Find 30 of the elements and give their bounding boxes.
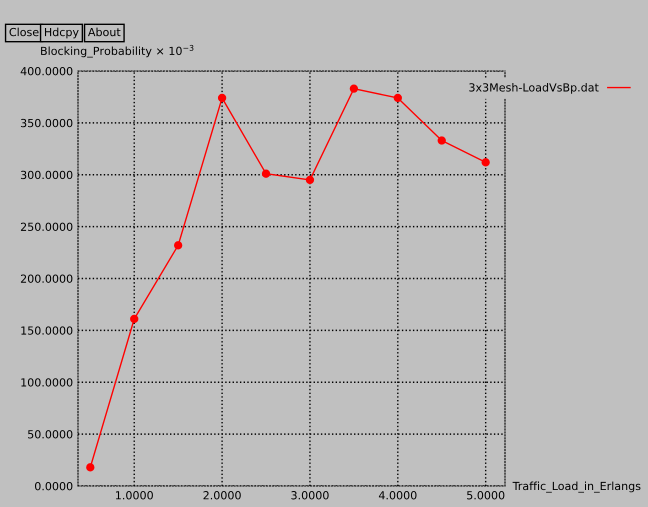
x-tick-label: 4.0000 (378, 491, 417, 500)
point (306, 176, 314, 184)
x-tick-label: 1.0000 (116, 491, 153, 500)
point (86, 463, 94, 472)
legend-label: 3x3Mesh-LoadVsBp.dat (469, 83, 599, 94)
text: About (88, 28, 120, 36)
y-tick-label: 0.0000 (34, 482, 72, 490)
x-axis-title: Traffic_Load_in_Erlangs (512, 482, 640, 493)
point (394, 94, 402, 102)
y-tick-label: 350.0000 (20, 118, 72, 128)
point (174, 241, 182, 250)
point (262, 170, 270, 178)
text: Hdcpy (44, 28, 79, 38)
y-tick-label: 250.0000 (20, 222, 72, 232)
y-tick-label: 400.0000 (20, 66, 72, 76)
y-tick-label: 150.0000 (21, 326, 72, 335)
y-tick-label: 200.0000 (20, 274, 72, 283)
point (438, 136, 446, 145)
text: Close (10, 28, 39, 36)
y-axis-title: Blocking_Probability × 10$^{−3}$ (41, 44, 194, 58)
y-tick-label: 300.0000 (20, 170, 72, 180)
point (130, 314, 138, 324)
y-tick-label: 100.0000 (21, 378, 72, 387)
x-tick-label: 5.0000 (467, 491, 504, 500)
point (482, 158, 490, 166)
x-tick-label: 3.0000 (291, 491, 329, 500)
y-tick-label: 50.0000 (28, 430, 72, 439)
point (350, 84, 358, 93)
x-tick-label: 2.0000 (203, 491, 241, 500)
point (218, 94, 226, 102)
